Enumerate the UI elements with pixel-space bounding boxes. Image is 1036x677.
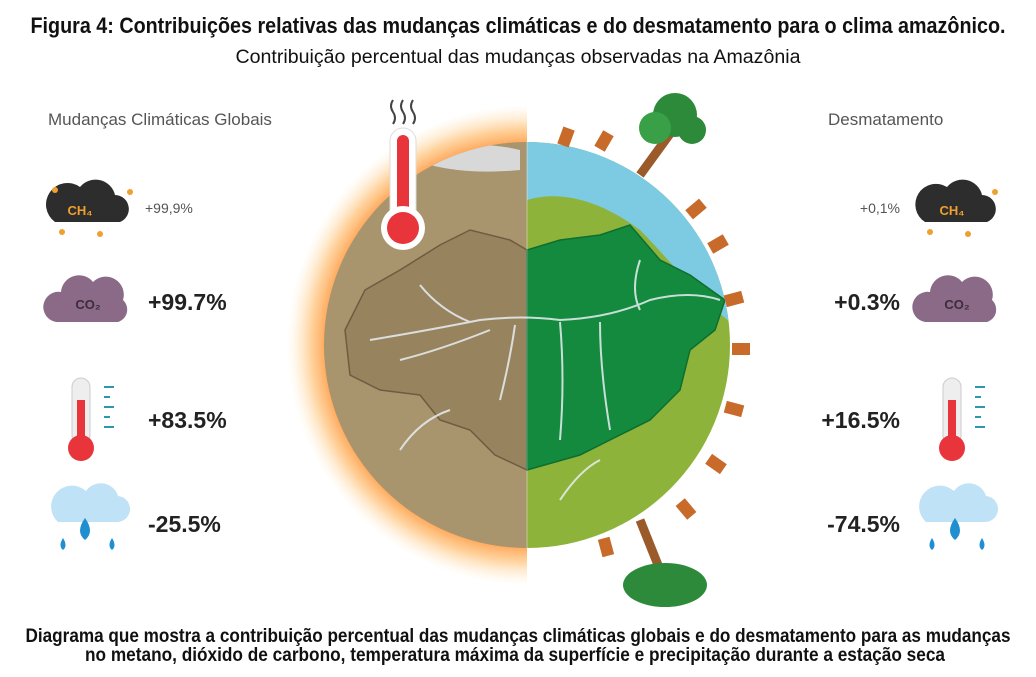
thermometer-icon	[381, 99, 425, 250]
subtitle: Contribuição percentual das mudanças obs…	[236, 47, 801, 68]
trees	[557, 93, 750, 607]
icon-label: CO₂	[75, 297, 101, 312]
value: +16.5%	[821, 407, 900, 433]
value: +99.7%	[148, 289, 227, 315]
value: -74.5%	[827, 511, 900, 537]
caption: Diagrama que mostra a contribuição perce…	[26, 626, 1011, 647]
methane-icon: CH₄	[915, 179, 998, 237]
value: +83.5%	[148, 407, 227, 433]
value: +99,9%	[145, 200, 193, 216]
caption: no metano, dióxido de carbono, temperatu…	[85, 645, 945, 666]
co2-icon: CO₂	[912, 275, 997, 322]
icon-label: CO₂	[944, 297, 970, 312]
icon-label: CH₄	[68, 203, 93, 218]
co2-icon: CO₂	[43, 275, 128, 322]
rain-icon	[919, 483, 999, 550]
methane-icon: CH₄	[45, 179, 133, 237]
column-header: Mudanças Climáticas Globais	[48, 110, 272, 129]
icon-label: CH₄	[940, 203, 965, 218]
title: Figura 4: Contribuições relativas das mu…	[31, 13, 1006, 38]
globe	[287, 105, 730, 585]
value: +0,1%	[860, 200, 900, 216]
temperature-icon	[939, 377, 985, 461]
value: +0.3%	[834, 289, 900, 315]
column-header: Desmatamento	[828, 110, 943, 129]
temperature-icon	[68, 377, 114, 461]
value: -25.5%	[148, 511, 221, 537]
rain-icon	[51, 483, 131, 550]
